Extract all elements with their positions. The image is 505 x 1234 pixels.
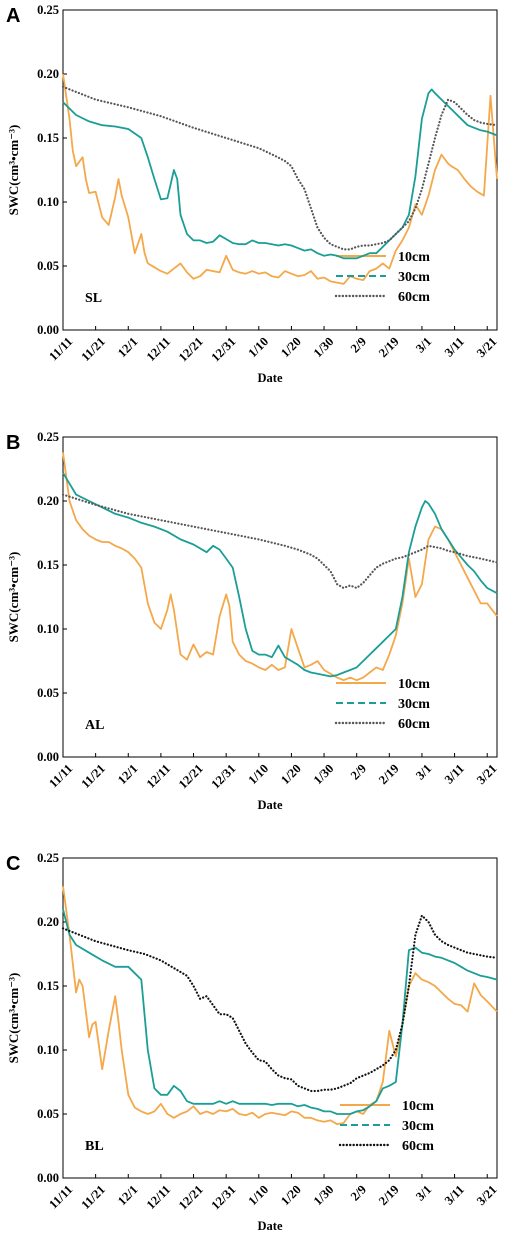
panel-letter: B [6,432,20,454]
series-line-60cm [61,85,499,251]
site-label: SL [85,291,102,306]
panel-letter: C [6,853,20,875]
x-tick-label: 3/21 [474,334,500,360]
y-axis-label: SWC(cm³•cm⁻³) [6,125,21,216]
legend-label: 10cm [398,677,430,692]
x-tick-label: 3/1 [413,334,434,355]
x-tick-label: 11/11 [46,1182,75,1211]
series-line-30cm [62,908,498,1115]
y-tick-label: 0.10 [37,1043,59,1057]
series-line-60cm [61,914,499,1093]
legend-label: 30cm [402,1119,434,1134]
x-tick-label: 11/21 [78,334,108,364]
legend-label: 60cm [398,290,430,305]
series-line-10cm [62,452,498,682]
y-tick-label: 0.05 [37,259,59,273]
x-tick-label: 12/31 [208,334,238,364]
x-tick-label: 12/11 [144,334,174,364]
y-tick-label: 0.20 [37,67,59,81]
x-tick-label: 3/21 [474,1182,500,1208]
x-tick-label: 2/19 [376,334,402,360]
y-tick-label: 0.15 [37,131,59,145]
x-tick-label: 12/11 [144,1182,174,1212]
x-tick-label: 1/20 [278,334,304,360]
x-tick-label: 12/1 [115,1182,141,1208]
y-tick-label: 0.25 [37,851,59,865]
legend-label: 30cm [398,270,430,285]
x-axis-label: Date [258,371,283,385]
series-line-10cm [62,886,498,1126]
x-tick-label: 3/1 [413,1182,434,1203]
panel-letter: A [6,5,20,27]
plot-frame [62,857,498,1179]
series-line-10cm [62,73,498,285]
y-tick-label: 0.20 [37,494,59,508]
x-tick-label: 3/21 [474,761,500,787]
site-label: AL [85,718,104,733]
y-tick-label: 0.15 [37,979,59,993]
series-line-30cm [62,472,498,678]
x-tick-label: 2/9 [348,761,369,782]
y-tick-label: 0.15 [37,558,59,572]
x-tick-label: 11/21 [78,761,108,791]
x-tick-label: 3/11 [442,761,467,786]
x-tick-label: 12/11 [144,761,174,791]
x-tick-label: 1/30 [311,1182,337,1208]
legend-label: 60cm [398,717,430,732]
y-tick-label: 0.10 [37,622,59,636]
x-tick-label: 1/30 [311,761,337,787]
x-tick-label: 12/1 [115,334,141,360]
y-tick-label: 0.25 [37,3,59,17]
y-tick-label: 0.05 [37,686,59,700]
plot-frame [62,436,498,758]
x-tick-label: 2/19 [376,1182,402,1208]
x-tick-label: 12/1 [115,761,141,787]
x-axis-label: Date [258,798,283,812]
x-tick-label: 12/21 [176,334,206,364]
x-tick-label: 3/1 [413,761,434,782]
x-tick-label: 3/11 [442,1182,467,1207]
x-tick-label: 12/31 [208,1182,238,1212]
y-tick-label: 0.10 [37,195,59,209]
x-tick-label: 11/11 [46,334,75,363]
y-tick-label: 0.25 [37,430,59,444]
legend-label: 30cm [398,697,430,712]
y-tick-label: 0.05 [37,1107,59,1121]
x-tick-label: 2/9 [348,334,369,355]
series-line-60cm [61,493,499,590]
x-tick-label: 1/10 [246,761,272,787]
x-tick-label: 12/31 [208,761,238,791]
y-tick-label: 0.00 [37,323,59,337]
y-tick-label: 0.20 [37,915,59,929]
x-tick-label: 2/9 [348,1182,369,1203]
plot-frame [62,9,498,331]
y-tick-label: 0.00 [37,750,59,764]
x-tick-label: 1/10 [246,334,272,360]
x-tick-label: 11/21 [78,1182,108,1212]
series-line-30cm [62,88,498,260]
site-label: BL [85,1139,104,1154]
y-tick-label: 0.00 [37,1171,59,1185]
legend-label: 10cm [402,1099,434,1114]
y-axis-label: SWC(cm³•cm⁻³) [6,973,21,1064]
legend-label: 60cm [402,1139,434,1154]
x-tick-label: 1/10 [246,1182,272,1208]
x-tick-label: 1/20 [278,1182,304,1208]
x-axis-label: Date [258,1219,283,1233]
x-tick-label: 3/11 [442,334,467,359]
x-tick-label: 1/30 [311,334,337,360]
x-tick-label: 12/21 [176,761,206,791]
x-tick-label: 1/20 [278,761,304,787]
y-axis-label: SWC(cm³•cm⁻³) [6,552,21,643]
x-tick-label: 2/19 [376,761,402,787]
x-tick-label: 12/21 [176,1182,206,1212]
legend-label: 10cm [398,250,430,265]
x-tick-label: 11/11 [46,761,75,790]
